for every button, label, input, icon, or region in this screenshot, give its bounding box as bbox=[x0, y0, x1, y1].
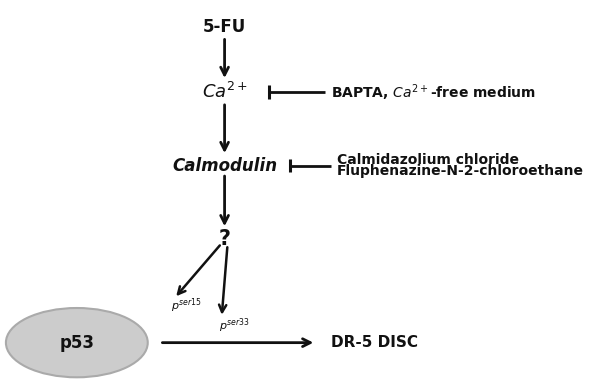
Text: BAPTA, $\mathit{Ca}^{2+}$-free medium: BAPTA, $\mathit{Ca}^{2+}$-free medium bbox=[331, 82, 536, 103]
Text: Fluphenazine-N-2-chloroethane: Fluphenazine-N-2-chloroethane bbox=[337, 164, 584, 178]
Text: Calmidazolium chloride: Calmidazolium chloride bbox=[337, 153, 519, 167]
Text: ?: ? bbox=[219, 229, 230, 249]
Text: $p^{ser15}$: $p^{ser15}$ bbox=[171, 297, 202, 315]
Text: $p^{ser33}$: $p^{ser33}$ bbox=[219, 316, 249, 335]
Text: $\mathit{Ca}^{2+}$: $\mathit{Ca}^{2+}$ bbox=[202, 82, 248, 102]
Text: p53: p53 bbox=[59, 334, 95, 352]
Text: 5-FU: 5-FU bbox=[203, 18, 246, 36]
Text: Calmodulin: Calmodulin bbox=[172, 157, 277, 174]
Ellipse shape bbox=[6, 308, 148, 377]
Text: DR-5 DISC: DR-5 DISC bbox=[331, 335, 418, 350]
